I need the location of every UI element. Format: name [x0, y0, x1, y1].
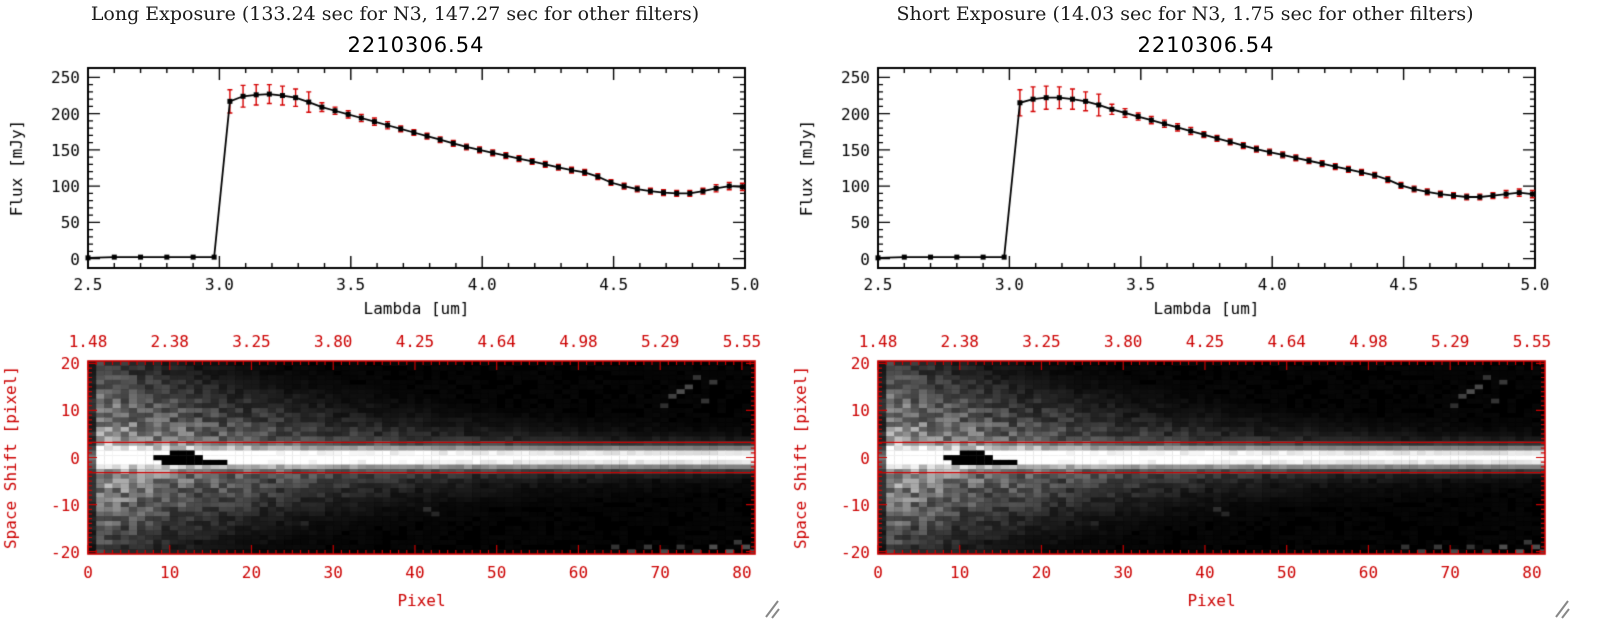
spectral-image-chart — [0, 330, 790, 630]
object-id-title: 2210306.54 — [347, 33, 485, 57]
panel-short-exposure: Short Exposure (14.03 sec for N3, 1.75 s… — [790, 0, 1580, 630]
panel-long-exposure: Long Exposure (133.24 sec for N3, 147.27… — [0, 0, 790, 630]
object-id-title: 2210306.54 — [1137, 33, 1275, 57]
resize-handle-icon[interactable] — [758, 597, 780, 619]
resize-handle-icon[interactable] — [1548, 597, 1570, 619]
flux-spectrum-chart — [790, 60, 1580, 330]
panel-title: Short Exposure (14.03 sec for N3, 1.75 s… — [896, 3, 1474, 25]
panel-title: Long Exposure (133.24 sec for N3, 147.27… — [90, 3, 700, 25]
flux-spectrum-chart — [0, 60, 790, 330]
spectral-image-chart — [790, 330, 1580, 630]
